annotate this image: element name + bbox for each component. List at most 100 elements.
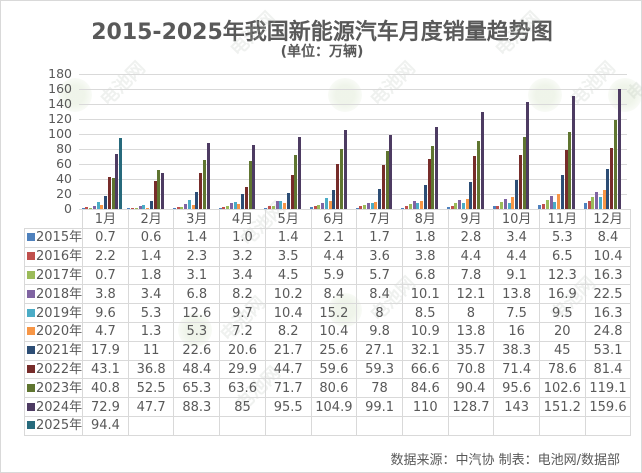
bar xyxy=(252,145,256,209)
table-cell: 9.7 xyxy=(219,303,266,323)
table-cell: 7.5 xyxy=(493,303,540,323)
bar xyxy=(542,204,545,209)
bar xyxy=(268,206,271,209)
y-tick-label: 120 xyxy=(48,111,72,126)
bar xyxy=(146,208,149,209)
table-cell xyxy=(173,415,221,436)
bar xyxy=(127,208,131,209)
bar xyxy=(244,186,248,209)
gridline xyxy=(79,104,627,105)
bar xyxy=(549,196,553,209)
bar xyxy=(176,207,180,209)
bar xyxy=(507,203,511,209)
table-cell: 4.4 xyxy=(310,246,358,267)
table-cell: 20.6 xyxy=(219,340,266,361)
x-category-label: 5月 xyxy=(264,209,312,229)
table-cell: 52.5 xyxy=(127,378,175,399)
table-cell: 22.5 xyxy=(584,284,632,305)
table-row: 2018年 3.8 3.4 6.8 8.2 10.2 8.4 8.4 10.1 12.1 13.8 1… xyxy=(23,284,632,305)
legend-entry: 2018年 xyxy=(23,284,84,305)
legend-label: 2018年 xyxy=(36,286,83,302)
bar xyxy=(545,199,549,209)
table-cell xyxy=(493,415,540,436)
legend-entry: 2020年 xyxy=(23,321,84,342)
table-cell: 104.9 xyxy=(310,397,358,417)
bar xyxy=(142,205,146,209)
table-row: 2020年 4.7 1.3 5.3 7.2 8.2 10.4 9.8 10.9 13.8 16 20 2… xyxy=(23,321,632,342)
bar xyxy=(476,141,480,209)
table-cell: 36.8 xyxy=(127,359,175,380)
table-cell: 95.6 xyxy=(493,378,540,399)
bar xyxy=(157,169,161,209)
bar xyxy=(492,206,496,209)
bar xyxy=(241,193,245,209)
table-cell: 1.3 xyxy=(127,321,175,342)
bar xyxy=(111,178,115,209)
bar xyxy=(317,204,321,209)
table-cell: 5.3 xyxy=(538,228,586,248)
table-cell: 1.8 xyxy=(127,265,175,286)
legend-swatch-icon xyxy=(27,383,35,392)
table-cell xyxy=(584,415,632,436)
y-tick-label: 0 xyxy=(64,201,72,216)
table-cell: 8.2 xyxy=(219,284,266,305)
table-cell: 25.6 xyxy=(310,340,358,361)
legend-entry: 2024年 xyxy=(23,397,84,417)
legend-entry: 2021年 xyxy=(23,340,84,361)
legend-entry: 2023年 xyxy=(23,378,84,399)
table-cell: 8.4 xyxy=(310,284,358,305)
table-cell: 4.4 xyxy=(447,246,495,267)
gridline xyxy=(79,194,627,195)
bar xyxy=(96,201,100,209)
table-cell: 10.4 xyxy=(264,303,312,323)
table-cell: 3.4 xyxy=(127,284,175,305)
legend-swatch-icon xyxy=(27,402,35,411)
bar xyxy=(199,172,203,209)
table-cell: 27.1 xyxy=(356,340,403,361)
bar xyxy=(450,205,454,209)
table-cell: 3.5 xyxy=(264,246,312,267)
table-cell: 110 xyxy=(401,397,449,417)
table-cell: 88.3 xyxy=(173,397,221,417)
table-cell: 20 xyxy=(538,321,586,342)
legend-label: 2022年 xyxy=(36,361,83,377)
bar xyxy=(248,161,252,209)
legend-swatch-icon xyxy=(27,327,35,336)
legend-swatch-icon xyxy=(27,270,35,279)
table-cell: 9.6 xyxy=(82,303,129,323)
bar xyxy=(606,169,610,209)
y-tick-label: 80 xyxy=(56,141,72,156)
table-cell: 24.8 xyxy=(584,321,632,342)
bar xyxy=(560,175,564,209)
x-category-label: 3月 xyxy=(173,209,221,229)
bar xyxy=(572,95,575,209)
bar xyxy=(511,197,515,209)
bar xyxy=(279,201,283,209)
table-cell: 59.6 xyxy=(310,359,358,380)
table-row: 2016年 2.2 1.4 2.3 3.2 3.5 4.4 3.6 3.8 4.4 4.4 6.5 10… xyxy=(23,246,632,267)
legend-swatch-icon xyxy=(27,346,35,355)
legend-entry: 2016年 xyxy=(23,246,84,267)
bar xyxy=(446,206,450,209)
table-cell: 6.5 xyxy=(538,246,586,267)
bar xyxy=(107,176,111,209)
bar xyxy=(138,206,142,209)
gridline xyxy=(79,119,627,120)
bar xyxy=(161,173,164,209)
table-cell: 63.6 xyxy=(219,378,266,399)
table-cell: 12.1 xyxy=(447,284,495,305)
table-cell: 48.4 xyxy=(173,359,221,380)
x-category-label: 7月 xyxy=(356,209,403,229)
table-cell: 1.7 xyxy=(356,228,403,248)
legend-swatch-icon xyxy=(27,252,35,261)
table-cell: 1.4 xyxy=(173,228,221,248)
table-cell: 3.6 xyxy=(356,246,403,267)
bar xyxy=(294,155,298,209)
bar xyxy=(187,199,191,209)
legend-label: 2015年 xyxy=(36,230,83,246)
bar xyxy=(381,164,385,209)
bar xyxy=(309,207,313,209)
table-cell: 5.3 xyxy=(173,321,221,342)
table-cell: 13.8 xyxy=(447,321,495,342)
x-category-label: 11月 xyxy=(538,209,586,229)
